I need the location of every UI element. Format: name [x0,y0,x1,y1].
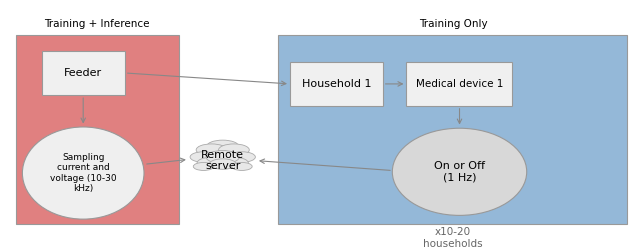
FancyBboxPatch shape [290,62,383,106]
FancyBboxPatch shape [16,35,179,224]
Circle shape [232,163,252,170]
FancyBboxPatch shape [406,62,512,106]
Text: x10-20
households: x10-20 households [423,227,483,249]
Circle shape [209,159,236,169]
Ellipse shape [22,127,144,219]
Ellipse shape [392,128,527,215]
Circle shape [218,144,249,156]
FancyBboxPatch shape [278,35,627,224]
Text: Feeder: Feeder [64,68,102,78]
Text: Medical device 1: Medical device 1 [416,79,503,89]
Circle shape [190,152,217,162]
Circle shape [193,163,214,170]
FancyBboxPatch shape [42,51,125,95]
Circle shape [197,157,226,169]
Text: Sampling
current and
voltage (10-30
kHz): Sampling current and voltage (10-30 kHz) [50,153,116,193]
Circle shape [220,157,248,169]
Text: On or Off
(1 Hz): On or Off (1 Hz) [434,161,485,183]
Text: Household 1: Household 1 [302,79,371,89]
Circle shape [196,144,227,156]
Text: Training + Inference: Training + Inference [45,19,150,29]
Circle shape [228,152,255,162]
Circle shape [207,140,239,153]
Text: Remote
server: Remote server [201,150,244,171]
Text: Training Only: Training Only [419,19,488,29]
Circle shape [206,150,239,163]
